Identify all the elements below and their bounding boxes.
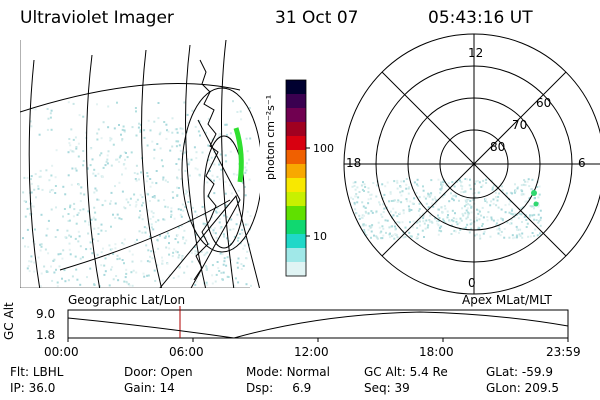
colorbar-swatch bbox=[286, 206, 306, 221]
status-flt: Flt: LBHL bbox=[10, 365, 64, 379]
orbit-plot bbox=[67, 306, 569, 342]
mlt-label-0: 0 bbox=[468, 276, 476, 290]
parallel-lines bbox=[20, 83, 260, 288]
orbit-frame bbox=[67, 309, 569, 339]
orbit-xticks bbox=[67, 338, 569, 342]
geographic-map bbox=[20, 40, 260, 288]
status-mode: Mode: Normal bbox=[246, 365, 330, 379]
colorbar-swatch bbox=[286, 122, 306, 137]
time-label: 05:43:16 UT bbox=[428, 8, 533, 28]
status-glon: GLon: 209.5 bbox=[486, 381, 559, 395]
lat-label-60: 60 bbox=[536, 96, 552, 110]
colorbar-swatch bbox=[286, 164, 306, 179]
orbit-xtick-1: 06:00 bbox=[169, 345, 204, 359]
colorbar-swatch bbox=[286, 262, 306, 277]
orbit-xtick-4: 23:59 bbox=[546, 345, 581, 359]
colorbar bbox=[286, 80, 306, 277]
meridian-lines bbox=[28, 40, 235, 288]
colorbar-label-100: 100 bbox=[313, 142, 334, 155]
colorbar-swatch bbox=[286, 80, 306, 95]
colorbar-label-10: 10 bbox=[313, 230, 327, 243]
colorbar-unit-label: photon cm⁻²s⁻¹ bbox=[264, 94, 277, 180]
orbit-ymin: 1.8 bbox=[36, 328, 56, 342]
status-gcalt: GC Alt: 5.4 Re bbox=[364, 365, 448, 379]
status-ip: IP: 36.0 bbox=[10, 381, 56, 395]
orbit-ymax: 9.0 bbox=[36, 307, 56, 321]
polar-plot bbox=[343, 33, 600, 295]
colorbar-swatch bbox=[286, 234, 306, 249]
colorbar-swatch bbox=[286, 136, 306, 151]
orbit-xtick-0: 00:00 bbox=[44, 345, 79, 359]
status-door: Door: Open bbox=[124, 365, 193, 379]
status-seq: Seq: 39 bbox=[364, 381, 410, 395]
orbit-xtick-2: 12:00 bbox=[294, 345, 329, 359]
apex-caption: Apex MLat/MLT bbox=[462, 293, 552, 307]
orbit-xtick-3: 18:00 bbox=[419, 345, 454, 359]
mlt-label-18: 18 bbox=[346, 156, 362, 170]
coastline bbox=[193, 59, 219, 281]
status-dsp: Dsp: 6.9 bbox=[246, 381, 312, 395]
colorbar-swatch bbox=[286, 108, 306, 123]
colorbar-swatch bbox=[286, 94, 306, 109]
colorbar-swatch bbox=[286, 178, 306, 193]
lat-label-70: 70 bbox=[512, 118, 528, 132]
colorbar-swatch bbox=[286, 220, 306, 235]
status-gain: Gain: 14 bbox=[124, 381, 175, 395]
altitude-curve bbox=[67, 311, 569, 339]
geographic-caption: Geographic Lat/Lon bbox=[68, 293, 186, 307]
date-label: 31 Oct 07 bbox=[275, 8, 359, 28]
colorbar-swatch bbox=[286, 150, 306, 165]
mlt-label-6: 6 bbox=[578, 156, 586, 170]
polar-axis-diag2 bbox=[381, 71, 567, 257]
auroral-arc bbox=[233, 127, 244, 183]
mlt-label-12: 12 bbox=[468, 46, 484, 60]
instrument-title: Ultraviolet Imager bbox=[20, 8, 174, 28]
colorbar-frame bbox=[285, 79, 307, 277]
polar-spot bbox=[531, 190, 537, 196]
polar-emission-noise bbox=[350, 178, 542, 240]
polar-spot bbox=[533, 201, 539, 207]
auroral-emission-noise bbox=[22, 100, 252, 288]
lat-label-80: 80 bbox=[490, 140, 506, 154]
colorbar-swatch bbox=[286, 192, 306, 207]
orbit-ylabel: GC Alt bbox=[2, 302, 16, 340]
status-glat: GLat: -59.9 bbox=[486, 365, 553, 379]
colorbar-swatch bbox=[286, 248, 306, 263]
